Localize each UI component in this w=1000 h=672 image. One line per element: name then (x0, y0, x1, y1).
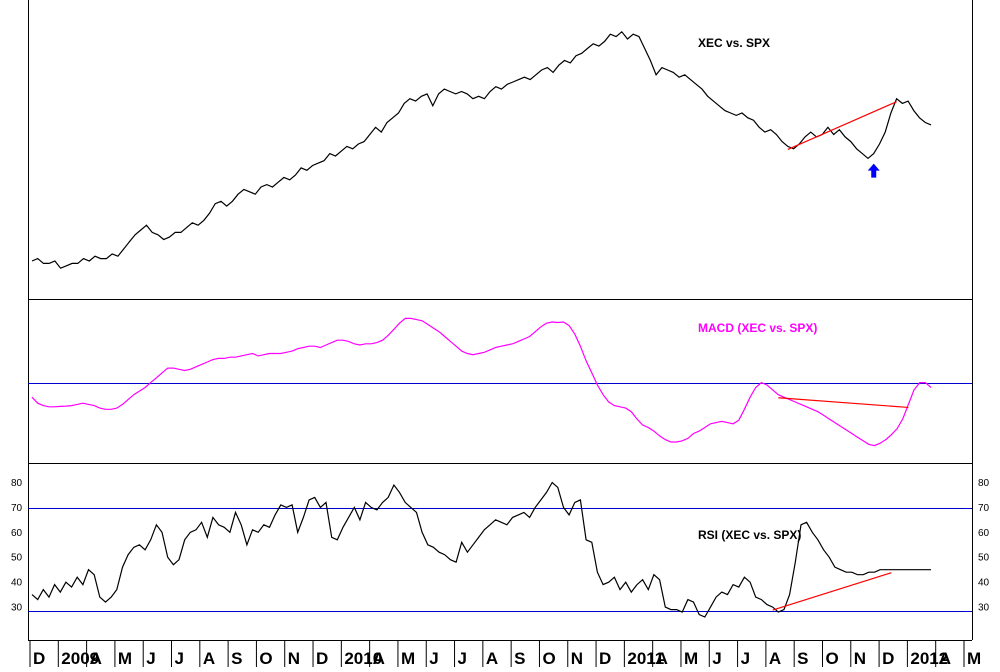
time-axis-label: A (203, 649, 215, 667)
time-axis-label: J (741, 649, 750, 667)
time-axis-label: N (571, 649, 583, 667)
panel-frames (28, 0, 973, 641)
time-axis-label: D (33, 649, 45, 667)
time-axis-label: D (316, 649, 328, 667)
time-axis-label: N (854, 649, 866, 667)
rsi-right-tick-label: 60 (978, 528, 990, 539)
time-axis-label: A (656, 649, 668, 667)
rsi-left-tick-label: 60 (11, 528, 23, 539)
rsi-left-tick-label: 40 (11, 578, 23, 589)
time-axis-label: 2012 (910, 649, 948, 667)
time-axis-label: A (769, 649, 781, 667)
rsi-series-line (31, 481, 931, 618)
rsi-left-tick-label: 50 (11, 553, 23, 564)
time-axis-label: S (514, 649, 525, 667)
time-axis-label: A (373, 649, 385, 667)
time-axis-label: O (542, 649, 555, 667)
blue-up-arrow-icon (867, 163, 880, 178)
rsi-right-tick-label: 40 (978, 578, 990, 589)
time-axis-label: J (458, 649, 467, 667)
time-axis-label: M (401, 649, 415, 667)
time-axis-label: J (146, 649, 155, 667)
time-axis-label: J (175, 649, 184, 667)
time-axis-label: S (797, 649, 808, 667)
price-series-line (31, 30, 932, 269)
macd-panel-title: MACD (XEC vs. SPX) (698, 321, 817, 335)
time-axis-label: O (825, 649, 838, 667)
time-axis-label: N (288, 649, 300, 667)
price-panel-title: XEC vs. SPX (698, 36, 770, 50)
time-axis-label: 2011 (627, 649, 664, 667)
time-axis-label: M (684, 649, 698, 667)
rsi-left-tick-label: 80 (11, 478, 23, 489)
rsi-right-tick-label: 30 (978, 603, 990, 614)
rsi-left-tick-label: 30 (11, 603, 23, 614)
time-axis-label: O (259, 649, 272, 667)
time-axis-label: A (939, 649, 951, 667)
rsi-left-tick-label: 70 (11, 503, 23, 514)
time-axis-label: S (231, 649, 242, 667)
time-axis-label: M (967, 649, 981, 667)
rsi-right-tick-label: 70 (978, 503, 990, 514)
rsi-panel-title: RSI (XEC vs. SPX) (698, 528, 801, 542)
time-axis-label: J (712, 649, 721, 667)
time-axis-label: M (118, 649, 132, 667)
blue-up-arrow-shape (867, 163, 880, 178)
time-axis-label: A (90, 649, 102, 667)
macd-trendline (778, 397, 909, 409)
price-trendline (787, 101, 897, 150)
time-axis-label: 2009 (61, 649, 99, 667)
rsi-right-tick-label: 50 (978, 553, 990, 564)
rsi-right-tick-label: 80 (978, 478, 990, 489)
macd-series-line (31, 317, 932, 447)
rsi-trendline (772, 572, 892, 611)
rsi-left-axis: 80 70 60 50 40 30 (11, 478, 23, 614)
time-axis-label: 2010 (344, 649, 382, 667)
rsi-right-axis: 80 70 60 50 40 30 (978, 478, 990, 614)
time-axis-label: D (882, 649, 894, 667)
time-axis-label: D (599, 649, 611, 667)
time-axis-ticks (29, 641, 965, 667)
time-axis-label: A (486, 649, 498, 667)
time-axis-label: J (429, 649, 438, 667)
